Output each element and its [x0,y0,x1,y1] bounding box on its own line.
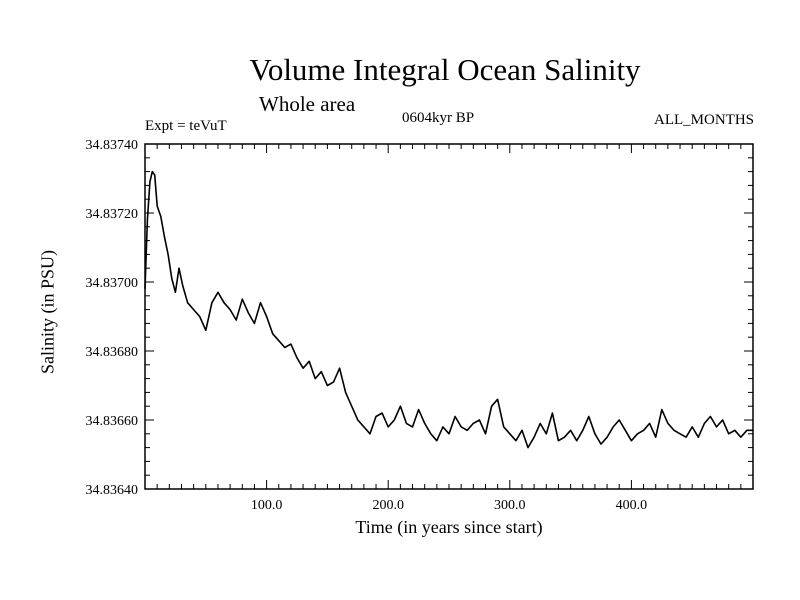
x-tick-label: 300.0 [494,498,526,513]
y-tick-label: 34.83660 [86,414,139,429]
axis-ticks [145,144,753,489]
salinity-series-line [144,170,753,449]
plot-frame [144,143,754,490]
y-tick-label: 34.83640 [86,483,139,498]
months-label: ALL_MONTHS [654,112,754,128]
y-tick-label: 34.83680 [86,345,139,360]
x-axis-label: Time (in years since start) [355,517,543,537]
y-tick-label: 34.83720 [86,207,139,222]
x-tick-label: 400.0 [616,498,648,513]
x-tick-label: 100.0 [251,498,283,513]
y-tick-label: 34.83700 [86,276,139,291]
tick-labels: 100.0 200.0 300.0 400.0 34.83640 34.83660 34.8… [86,138,648,513]
period-label: 0604kyr BP [402,110,475,126]
y-axis-label: Salinity (in PSU) [37,249,58,375]
chart-title: Volume Integral Ocean Salinity [249,52,641,87]
y-tick-label: 34.83740 [86,138,139,153]
chart-subtitle: Whole area [259,92,356,116]
x-tick-label: 200.0 [372,498,404,513]
experiment-label: Expt = teVuT [145,118,227,134]
